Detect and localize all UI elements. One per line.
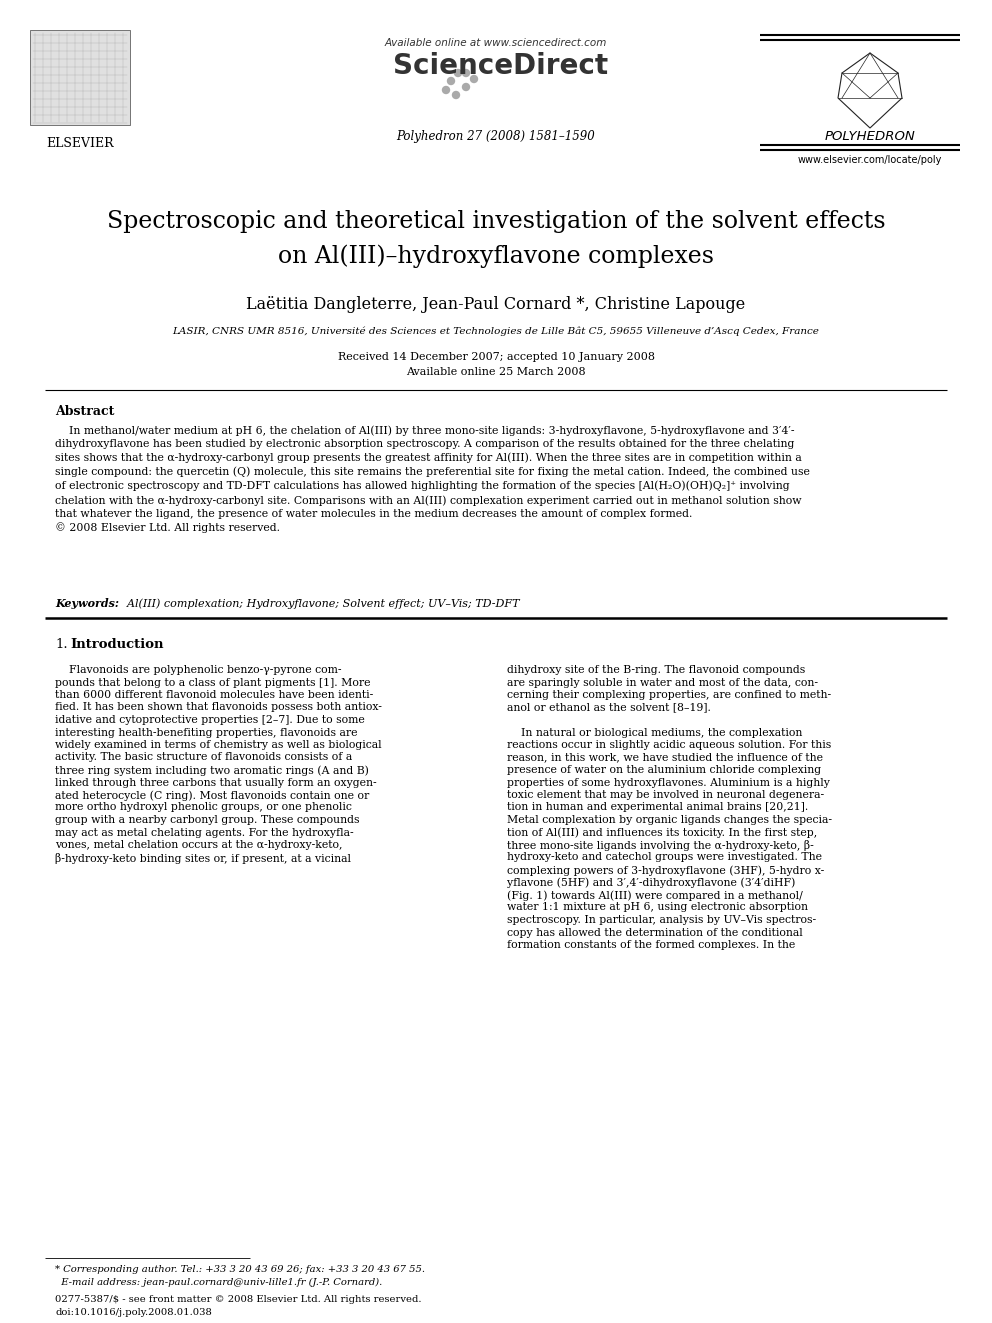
- Text: water 1:1 mixture at pH 6, using electronic absorption: water 1:1 mixture at pH 6, using electro…: [507, 902, 808, 913]
- Text: Received 14 December 2007; accepted 10 January 2008: Received 14 December 2007; accepted 10 J…: [337, 352, 655, 363]
- Text: reactions occur in slightly acidic aqueous solution. For this: reactions occur in slightly acidic aqueo…: [507, 740, 831, 750]
- Text: Available online 25 March 2008: Available online 25 March 2008: [406, 366, 586, 377]
- Bar: [30, 30, 130, 124]
- Text: formation constants of the formed complexes. In the: formation constants of the formed comple…: [507, 941, 796, 950]
- Text: toxic element that may be involved in neuronal degenera-: toxic element that may be involved in ne…: [507, 790, 824, 800]
- Text: Keywords:: Keywords:: [55, 598, 119, 609]
- Text: LASIR, CNRS UMR 8516, Université des Sciences et Technologies de Lille Bât C5, 5: LASIR, CNRS UMR 8516, Université des Sci…: [173, 325, 819, 336]
- Text: 0277-5387/$ - see front matter © 2008 Elsevier Ltd. All rights reserved.: 0277-5387/$ - see front matter © 2008 El…: [55, 1295, 422, 1304]
- Text: yflavone (5HF) and 3′,4′-dihydroxyflavone (3′4′diHF): yflavone (5HF) and 3′,4′-dihydroxyflavon…: [507, 877, 796, 888]
- Text: are sparingly soluble in water and most of the data, con-: are sparingly soluble in water and most …: [507, 677, 818, 688]
- Text: vones, metal chelation occurs at the α-hydroxy-keto,: vones, metal chelation occurs at the α-h…: [55, 840, 342, 849]
- Circle shape: [442, 86, 449, 94]
- Circle shape: [470, 75, 477, 82]
- Text: Flavonoids are polyphenolic benzo-γ-pyrone com-: Flavonoids are polyphenolic benzo-γ-pyro…: [55, 665, 341, 675]
- Text: E-mail address: jean-paul.cornard@univ-lille1.fr (J.-P. Cornard).: E-mail address: jean-paul.cornard@univ-l…: [55, 1278, 382, 1287]
- Text: more ortho hydroxyl phenolic groups, or one phenolic: more ortho hydroxyl phenolic groups, or …: [55, 803, 352, 812]
- Text: may act as metal chelating agents. For the hydroxyfla-: may act as metal chelating agents. For t…: [55, 827, 353, 837]
- Text: POLYHEDRON: POLYHEDRON: [824, 130, 916, 143]
- Text: complexing powers of 3-hydroxyflavone (3HF), 5-hydro x-: complexing powers of 3-hydroxyflavone (3…: [507, 865, 824, 876]
- Text: on Al(III)–hydroxyflavone complexes: on Al(III)–hydroxyflavone complexes: [278, 243, 714, 267]
- Text: Abstract: Abstract: [55, 405, 114, 418]
- Text: (Fig. 1) towards Al(III) were compared in a methanol/: (Fig. 1) towards Al(III) were compared i…: [507, 890, 803, 901]
- Circle shape: [447, 78, 454, 85]
- Text: www.elsevier.com/locate/poly: www.elsevier.com/locate/poly: [798, 155, 942, 165]
- Text: ELSEVIER: ELSEVIER: [47, 138, 114, 149]
- Text: In methanol/water medium at pH 6, the chelation of Al(III) by three mono-site li: In methanol/water medium at pH 6, the ch…: [55, 425, 809, 533]
- Text: cerning their complexing properties, are confined to meth-: cerning their complexing properties, are…: [507, 691, 831, 700]
- Text: tion in human and experimental animal brains [20,21].: tion in human and experimental animal br…: [507, 803, 808, 812]
- Text: tion of Al(III) and influences its toxicity. In the first step,: tion of Al(III) and influences its toxic…: [507, 827, 817, 837]
- Circle shape: [462, 70, 469, 77]
- Text: doi:10.1016/j.poly.2008.01.038: doi:10.1016/j.poly.2008.01.038: [55, 1308, 212, 1316]
- Text: fied. It has been shown that flavonoids possess both antiox-: fied. It has been shown that flavonoids …: [55, 703, 382, 713]
- Circle shape: [454, 70, 461, 77]
- Text: * Corresponding author. Tel.: +33 3 20 43 69 26; fax: +33 3 20 43 67 55.: * Corresponding author. Tel.: +33 3 20 4…: [55, 1265, 425, 1274]
- Text: idative and cytoprotective properties [2–7]. Due to some: idative and cytoprotective properties [2…: [55, 714, 365, 725]
- Text: Laëtitia Dangleterre, Jean-Paul Cornard *, Christine Lapouge: Laëtitia Dangleterre, Jean-Paul Cornard …: [246, 296, 746, 314]
- Text: anol or ethanol as the solvent [8–19].: anol or ethanol as the solvent [8–19].: [507, 703, 711, 713]
- Text: hydroxy-keto and catechol groups were investigated. The: hydroxy-keto and catechol groups were in…: [507, 852, 822, 863]
- Circle shape: [452, 91, 459, 98]
- Circle shape: [462, 83, 469, 90]
- Text: three ring system including two aromatic rings (A and B): three ring system including two aromatic…: [55, 765, 369, 775]
- Text: interesting health-benefiting properties, flavonoids are: interesting health-benefiting properties…: [55, 728, 357, 737]
- Text: group with a nearby carbonyl group. These compounds: group with a nearby carbonyl group. Thes…: [55, 815, 359, 826]
- Text: Metal complexation by organic ligands changes the specia-: Metal complexation by organic ligands ch…: [507, 815, 832, 826]
- Text: Spectroscopic and theoretical investigation of the solvent effects: Spectroscopic and theoretical investigat…: [107, 210, 885, 233]
- Text: Polyhedron 27 (2008) 1581–1590: Polyhedron 27 (2008) 1581–1590: [397, 130, 595, 143]
- Text: spectroscopy. In particular, analysis by UV–Vis spectros-: spectroscopy. In particular, analysis by…: [507, 916, 816, 925]
- Text: Available online at www.sciencedirect.com: Available online at www.sciencedirect.co…: [385, 38, 607, 48]
- Text: In natural or biological mediums, the complexation: In natural or biological mediums, the co…: [507, 728, 803, 737]
- Text: Introduction: Introduction: [70, 638, 164, 651]
- Text: three mono-site ligands involving the α-hydroxy-keto, β-: three mono-site ligands involving the α-…: [507, 840, 813, 851]
- Text: dihydroxy site of the B-ring. The flavonoid compounds: dihydroxy site of the B-ring. The flavon…: [507, 665, 806, 675]
- Text: properties of some hydroxyflavones. Aluminium is a highly: properties of some hydroxyflavones. Alum…: [507, 778, 830, 787]
- Text: pounds that belong to a class of plant pigments [1]. More: pounds that belong to a class of plant p…: [55, 677, 370, 688]
- Text: ated heterocycle (C ring). Most flavonoids contain one or: ated heterocycle (C ring). Most flavonoi…: [55, 790, 369, 800]
- Text: β-hydroxy-keto binding sites or, if present, at a vicinal: β-hydroxy-keto binding sites or, if pres…: [55, 852, 351, 864]
- Text: ScienceDirect: ScienceDirect: [394, 52, 608, 79]
- Text: linked through three carbons that usually form an oxygen-: linked through three carbons that usuall…: [55, 778, 377, 787]
- Text: activity. The basic structure of flavonoids consists of a: activity. The basic structure of flavono…: [55, 753, 352, 762]
- Text: copy has allowed the determination of the conditional: copy has allowed the determination of th…: [507, 927, 803, 938]
- Text: Al(III) complexation; Hydroxyflavone; Solvent effect; UV–Vis; TD-DFT: Al(III) complexation; Hydroxyflavone; So…: [120, 598, 520, 609]
- Text: 1.: 1.: [55, 638, 67, 651]
- Text: than 6000 different flavonoid molecules have been identi-: than 6000 different flavonoid molecules …: [55, 691, 373, 700]
- Text: reason, in this work, we have studied the influence of the: reason, in this work, we have studied th…: [507, 753, 823, 762]
- Text: widely examined in terms of chemistry as well as biological: widely examined in terms of chemistry as…: [55, 740, 382, 750]
- Text: presence of water on the aluminium chloride complexing: presence of water on the aluminium chlor…: [507, 765, 821, 775]
